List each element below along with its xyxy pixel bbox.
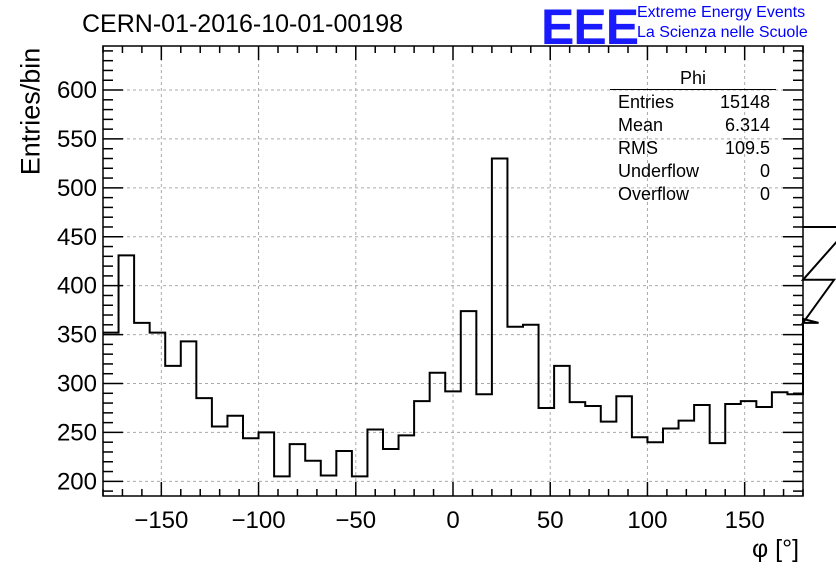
x-tick-label: −100 xyxy=(232,507,286,534)
histogram-outline xyxy=(103,157,836,478)
y-tick-label: 400 xyxy=(57,273,97,300)
y-tick-label: 450 xyxy=(57,224,97,251)
stats-key: Mean xyxy=(618,115,664,135)
x-tick-label: 50 xyxy=(537,507,564,534)
stats-row-rms: RMS 109.5 xyxy=(618,138,770,160)
stats-key: Entries xyxy=(618,92,675,112)
y-tick-labels: 200 250 300 350 400 450 500 550 600 xyxy=(57,77,97,495)
stats-row-overflow: Overflow 0 xyxy=(618,184,770,206)
x-tick-label: 150 xyxy=(725,507,765,534)
stats-value: 0 xyxy=(759,161,770,181)
x-tick-label: 100 xyxy=(627,507,667,534)
y-axis-label: Entries/bin xyxy=(15,47,46,176)
stats-row-entries: Entries 15148 xyxy=(618,92,770,114)
grid-lines xyxy=(103,46,803,496)
stats-key: Overflow xyxy=(618,184,690,204)
stats-title: Phi xyxy=(679,68,706,88)
stats-row-underflow: Underflow 0 xyxy=(618,161,770,183)
stats-key: RMS xyxy=(618,138,658,158)
y-tick-label: 300 xyxy=(57,371,97,398)
y-tick-label: 600 xyxy=(57,77,97,104)
y-tick-label: 250 xyxy=(57,419,97,446)
stats-value: 15148 xyxy=(719,92,770,112)
eee-logo: EEE xyxy=(541,0,639,55)
y-tick-label: 500 xyxy=(57,175,97,202)
y-tick-label: 550 xyxy=(57,126,97,153)
stats-value: 109.5 xyxy=(724,138,770,158)
y-tick-label: 350 xyxy=(57,322,97,349)
logo-subtitle-line1: Extreme Energy Events xyxy=(637,4,806,21)
stats-key: Underflow xyxy=(618,161,700,181)
y-axis-ticks xyxy=(103,50,803,492)
stats-row-mean: Mean 6.314 xyxy=(618,115,770,137)
plot-frame xyxy=(102,45,804,497)
x-tick-labels: −150 −100 −50 0 50 100 150 xyxy=(134,507,764,534)
x-tick-label: 0 xyxy=(446,507,459,534)
x-tick-label: −50 xyxy=(335,507,376,534)
x-axis-label: φ [°] xyxy=(752,535,800,563)
chart-title: CERN-01-2016-10-01-00198 xyxy=(82,10,404,38)
logo-subtitle-line2: La Scienza nelle Scuole xyxy=(637,24,808,41)
y-tick-label: 200 xyxy=(57,468,97,495)
stats-value: 6.314 xyxy=(724,115,770,135)
stats-value: 0 xyxy=(759,184,770,204)
x-axis-ticks xyxy=(102,46,804,496)
stats-divider xyxy=(610,89,776,90)
x-tick-label: −150 xyxy=(134,507,188,534)
